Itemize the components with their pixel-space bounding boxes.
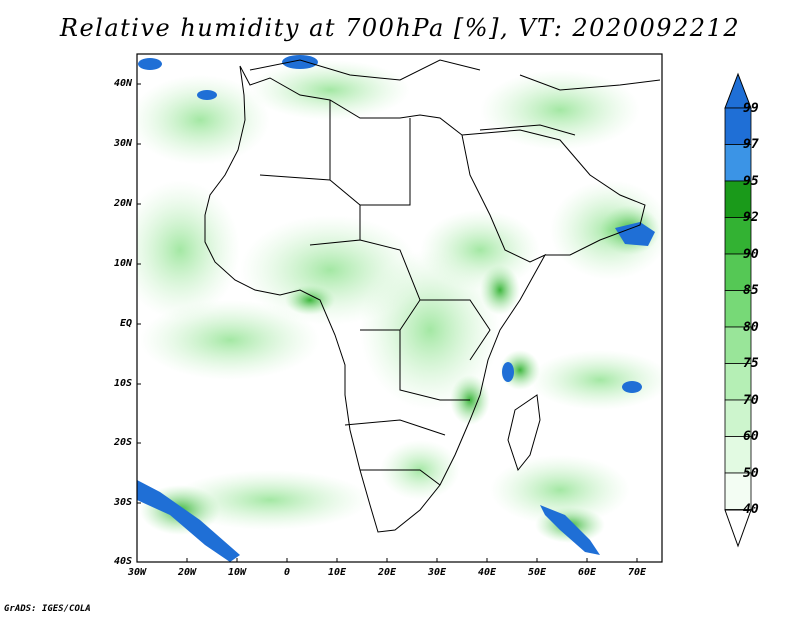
map-title: Relative humidity at 700hPa [%], VT: 202… [59, 14, 741, 42]
colorbar-label: 92 [743, 210, 759, 225]
colorbar-swatch [724, 253, 752, 291]
colorbar-swatch [724, 436, 752, 474]
lat-label: 30S [113, 497, 132, 508]
colorbar-swatch [724, 107, 752, 145]
colorbar-label: 85 [743, 283, 759, 298]
lon-label: 60E [577, 567, 597, 578]
lon-label: 30W [127, 567, 147, 578]
lon-label: 10W [227, 567, 247, 578]
lat-label: 20N [113, 198, 132, 209]
lat-label: EQ [119, 318, 132, 329]
coastlines [204, 59, 661, 533]
colorbar [724, 72, 752, 548]
lon-label: 10E [327, 567, 347, 578]
colorbar-label: 70 [743, 393, 759, 408]
colorbar-label: 90 [743, 247, 759, 262]
lat-label: 30N [113, 138, 132, 149]
lon-label: 70E [627, 567, 647, 578]
lat-label: 20S [113, 437, 132, 448]
grads-credit: GrADS: IGES/COLA [4, 604, 91, 614]
colorbar-swatch [724, 144, 752, 182]
lon-label: 20W [177, 567, 197, 578]
colorbar-swatch [724, 472, 752, 510]
colorbar-label: 50 [743, 466, 759, 481]
lon-label: 0 [283, 567, 291, 578]
humidity-field [137, 54, 662, 562]
colorbar-swatch [724, 290, 752, 328]
colorbar-swatch [724, 399, 752, 437]
lat-label: 40S [113, 556, 132, 567]
lon-label: 50E [527, 567, 547, 578]
colorbar-bottom-arrow [724, 509, 752, 548]
lat-label: 10S [113, 378, 132, 389]
colorbar-swatch [724, 326, 752, 364]
colorbar-label: 80 [743, 320, 759, 335]
colorbar-label: 75 [743, 356, 759, 371]
colorbar-label: 40 [743, 502, 759, 517]
axis-ticks [137, 83, 638, 562]
lat-label: 10N [113, 258, 132, 269]
colorbar-label: 60 [743, 429, 759, 444]
colorbar-swatch [724, 180, 752, 218]
colorbar-label: 95 [743, 174, 759, 189]
lat-label: 40N [113, 78, 132, 89]
colorbar-swatch [724, 217, 752, 255]
lon-label: 40E [477, 567, 497, 578]
lon-label: 20E [377, 567, 397, 578]
map-frame [136, 53, 663, 563]
colorbar-swatch [724, 363, 752, 401]
colorbar-label: 99 [743, 101, 759, 116]
colorbar-label: 97 [743, 137, 759, 152]
lon-label: 30E [427, 567, 447, 578]
